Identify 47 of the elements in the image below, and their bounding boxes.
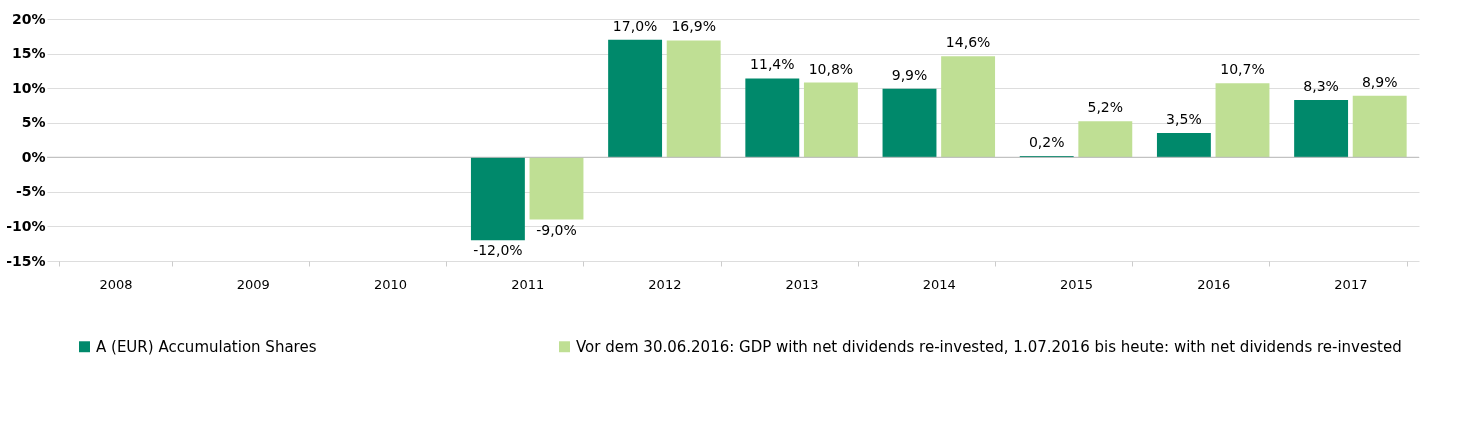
data-label: 17,0% [612,17,658,34]
y-tick-label: 15% [11,45,46,62]
x-tick-label: 2013 [785,276,819,292]
y-tick-label: 20% [11,10,46,27]
bar [1215,83,1270,158]
data-label: 8,3% [1303,77,1339,94]
bar [666,40,721,158]
bar [529,157,584,220]
bar [803,82,858,158]
x-tick-label: 2011 [511,276,545,292]
y-tick-label: -15% [6,252,46,269]
x-tick-label: 2014 [922,276,956,292]
data-label: -9,0% [536,221,577,238]
bar [470,157,525,241]
y-tick-label: 10% [11,79,46,96]
data-label: 8,9% [1361,73,1398,90]
x-tick-label: 2012 [648,276,682,292]
bar [745,78,800,158]
bar [882,88,937,158]
data-label: 14,6% [945,34,991,51]
legend-label: Vor dem 30.06.2016: GDP with net dividends re-invested, 1.07.2016 bis heute: with net dividends re-invested [576,337,1402,356]
bar [608,39,663,158]
legend-label: A (EUR) Accumulation Shares [96,337,317,356]
data-label: 5,2% [1087,99,1124,116]
data-label: 9,9% [891,66,928,83]
bar [941,56,996,158]
bar [1294,99,1349,158]
data-label: -12,0% [473,242,523,259]
data-label: 3,5% [1166,111,1202,128]
data-label: 11,4% [750,56,795,73]
bar [1078,121,1133,158]
data-label: 10,7% [1220,61,1265,78]
y-tick-label: 5% [21,114,46,131]
bar [1352,95,1407,158]
y-tick-label: -10% [6,217,46,234]
x-tick-label: 2016 [1197,276,1231,292]
y-tick-label: 0% [21,148,46,165]
y-tick-label: -5% [15,183,46,200]
x-tick-label: 2009 [236,276,270,292]
data-label: 10,8% [808,60,854,77]
data-label: 0,2% [1028,133,1065,150]
x-tick-label: 2008 [99,276,133,292]
x-tick-label: 2017 [1334,276,1368,292]
x-tick-label: 2010 [373,276,408,292]
x-tick-label: 2015 [1059,276,1094,292]
data-label: 16,9% [671,18,716,35]
bar [1156,133,1211,158]
